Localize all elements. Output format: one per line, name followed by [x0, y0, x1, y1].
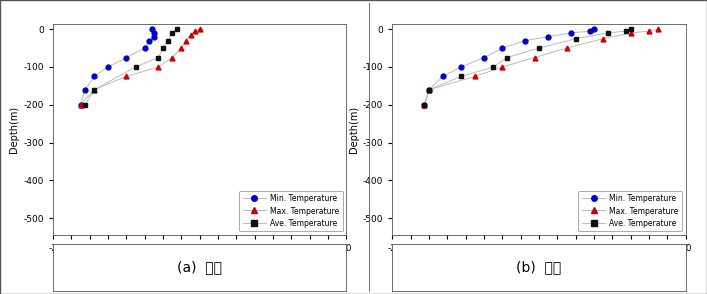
Max. Temperature	[76, 103, 85, 106]
Max. Temperature	[195, 27, 204, 31]
Min. Temperature	[567, 31, 575, 35]
X-axis label: Temperatre(°C): Temperatre(°C)	[163, 256, 237, 266]
Min. Temperature	[90, 75, 98, 78]
Line: Min. Temperature: Min. Temperature	[78, 27, 156, 107]
Ave. Temperature	[90, 88, 98, 91]
Ave. Temperature	[159, 46, 168, 50]
Ave. Temperature	[132, 65, 140, 69]
X-axis label: Temperatre(°C): Temperatre(°C)	[502, 256, 576, 266]
Max. Temperature	[122, 75, 131, 78]
Ave. Temperature	[622, 29, 631, 33]
Max. Temperature	[599, 37, 607, 40]
Min. Temperature	[521, 39, 530, 42]
Ave. Temperature	[489, 65, 498, 69]
Ave. Temperature	[626, 27, 635, 31]
Min. Temperature	[457, 65, 465, 69]
Text: (a)  동계: (a) 동계	[177, 260, 222, 275]
Ave. Temperature	[154, 56, 163, 59]
Line: Ave. Temperature: Ave. Temperature	[83, 27, 180, 107]
Min. Temperature	[150, 35, 158, 39]
Line: Ave. Temperature: Ave. Temperature	[422, 27, 633, 107]
Min. Temperature	[420, 103, 428, 106]
Ave. Temperature	[503, 56, 511, 59]
Max. Temperature	[498, 65, 507, 69]
Y-axis label: Depth(m): Depth(m)	[349, 106, 358, 153]
Max. Temperature	[425, 88, 433, 91]
Ave. Temperature	[420, 103, 428, 106]
Max. Temperature	[645, 29, 653, 33]
Ave. Temperature	[457, 75, 465, 78]
Ave. Temperature	[173, 27, 181, 31]
Max. Temperature	[471, 75, 479, 78]
Min. Temperature	[544, 35, 552, 39]
Min. Temperature	[585, 29, 594, 33]
Max. Temperature	[177, 46, 186, 50]
Min. Temperature	[498, 46, 507, 50]
Min. Temperature	[104, 65, 112, 69]
Min. Temperature	[480, 56, 489, 59]
Text: (b)  하계: (b) 하계	[516, 260, 562, 275]
Ave. Temperature	[163, 39, 172, 42]
Line: Min. Temperature: Min. Temperature	[422, 27, 597, 107]
Ave. Temperature	[571, 37, 580, 40]
Ave. Temperature	[534, 46, 543, 50]
Max. Temperature	[168, 56, 177, 59]
Min. Temperature	[425, 88, 433, 91]
Max. Temperature	[191, 29, 199, 33]
Ave. Temperature	[81, 103, 89, 106]
Max. Temperature	[90, 88, 98, 91]
Ave. Temperature	[168, 31, 177, 35]
Min. Temperature	[150, 31, 158, 35]
Ave. Temperature	[425, 88, 433, 91]
Max. Temperature	[654, 27, 662, 31]
Max. Temperature	[626, 31, 635, 35]
Min. Temperature	[81, 88, 89, 91]
Line: Max. Temperature: Max. Temperature	[78, 27, 202, 107]
Legend: Min. Temperature, Max. Temperature, Ave. Temperature: Min. Temperature, Max. Temperature, Ave.…	[578, 191, 682, 231]
Max. Temperature	[530, 56, 539, 59]
Max. Temperature	[154, 65, 163, 69]
Min. Temperature	[76, 103, 85, 106]
Max. Temperature	[420, 103, 428, 106]
Min. Temperature	[148, 27, 156, 31]
Legend: Min. Temperature, Max. Temperature, Ave. Temperature: Min. Temperature, Max. Temperature, Ave.…	[239, 191, 343, 231]
Max. Temperature	[182, 39, 190, 42]
Max. Temperature	[187, 33, 195, 37]
Ave. Temperature	[604, 31, 612, 35]
Max. Temperature	[562, 46, 571, 50]
Min. Temperature	[438, 75, 447, 78]
Min. Temperature	[122, 56, 131, 59]
Min. Temperature	[141, 46, 149, 50]
Line: Max. Temperature: Max. Temperature	[422, 27, 661, 107]
Min. Temperature	[590, 27, 598, 31]
Y-axis label: Depth(m): Depth(m)	[9, 106, 19, 153]
Min. Temperature	[145, 39, 153, 42]
